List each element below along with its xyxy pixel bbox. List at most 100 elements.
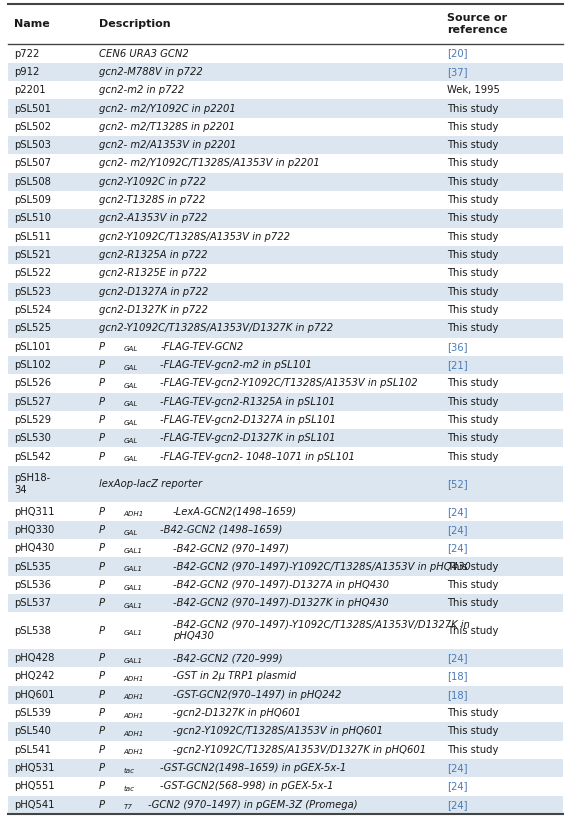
Bar — [8, 264, 563, 282]
Text: pSL536: pSL536 — [14, 580, 51, 590]
Bar — [8, 173, 563, 191]
Text: P: P — [99, 598, 105, 609]
Text: pSL529: pSL529 — [14, 415, 52, 425]
Text: [24]: [24] — [447, 800, 468, 810]
Text: pHQ330: pHQ330 — [14, 525, 54, 535]
Text: GAL: GAL — [123, 456, 138, 462]
Text: ADH1: ADH1 — [123, 712, 144, 719]
Text: GAL: GAL — [123, 346, 138, 353]
Text: This study: This study — [447, 250, 499, 260]
Text: [18]: [18] — [447, 672, 468, 681]
Bar — [8, 521, 563, 539]
Text: -GST-GCN2(568–998) in pGEX-5x-1: -GST-GCN2(568–998) in pGEX-5x-1 — [161, 781, 334, 792]
Text: P: P — [99, 726, 105, 736]
Bar — [8, 465, 563, 502]
Text: GAL: GAL — [123, 402, 138, 407]
Text: gcn2- m2/T1328S in p2201: gcn2- m2/T1328S in p2201 — [99, 122, 235, 132]
Text: P: P — [99, 690, 105, 700]
Text: GAL: GAL — [123, 383, 138, 389]
Bar — [8, 649, 563, 667]
Text: P: P — [99, 379, 105, 389]
Text: pSL538: pSL538 — [14, 626, 51, 636]
Text: pSH18-
34: pSH18- 34 — [14, 474, 50, 495]
Text: [21]: [21] — [447, 360, 468, 370]
Bar — [8, 594, 563, 613]
Text: -FLAG-TEV-gcn2-R1325A in pSL101: -FLAG-TEV-gcn2-R1325A in pSL101 — [161, 397, 336, 407]
Text: -B42-GCN2 (720–999): -B42-GCN2 (720–999) — [173, 654, 282, 663]
Bar — [8, 246, 563, 264]
Text: P: P — [99, 580, 105, 590]
Text: This study: This study — [447, 104, 499, 114]
Bar — [8, 338, 563, 356]
Text: ADH1: ADH1 — [123, 694, 144, 700]
Text: [24]: [24] — [447, 543, 468, 553]
Text: This study: This study — [447, 379, 499, 389]
Text: [24]: [24] — [447, 506, 468, 517]
Text: gcn2-D1327A in p722: gcn2-D1327A in p722 — [99, 287, 208, 297]
Bar — [8, 502, 563, 521]
Text: pHQ531: pHQ531 — [14, 763, 55, 773]
Text: -FLAG-TEV-gcn2-D1327K in pSL101: -FLAG-TEV-gcn2-D1327K in pSL101 — [161, 434, 336, 443]
Text: -B42-GCN2 (970–1497)-Y1092C/T1328S/A1353V/D1327K in
pHQ430: -B42-GCN2 (970–1497)-Y1092C/T1328S/A1353… — [173, 620, 470, 641]
Text: P: P — [99, 342, 105, 352]
Text: This study: This study — [447, 323, 499, 334]
Text: Name: Name — [14, 20, 50, 29]
Text: This study: This study — [447, 140, 499, 151]
Bar — [8, 447, 563, 465]
Text: pHQ601: pHQ601 — [14, 690, 55, 700]
Text: GAL: GAL — [123, 420, 138, 425]
Text: -gcn2-D1327K in pHQ601: -gcn2-D1327K in pHQ601 — [173, 708, 301, 718]
Text: P: P — [99, 525, 105, 535]
Text: pSL522: pSL522 — [14, 268, 52, 278]
Text: pSL511: pSL511 — [14, 231, 52, 242]
Text: pSL526: pSL526 — [14, 379, 52, 389]
Bar — [8, 411, 563, 429]
Bar — [8, 227, 563, 246]
Bar — [8, 429, 563, 447]
Text: P: P — [99, 415, 105, 425]
Text: Wek, 1995: Wek, 1995 — [447, 85, 500, 95]
Text: P: P — [99, 543, 105, 553]
Text: This study: This study — [447, 159, 499, 169]
Text: pHQ428: pHQ428 — [14, 654, 54, 663]
Text: P: P — [99, 744, 105, 755]
Text: gcn2-m2 in p722: gcn2-m2 in p722 — [99, 85, 185, 95]
Text: Description: Description — [99, 20, 171, 29]
Bar — [8, 374, 563, 393]
Text: GAL1: GAL1 — [123, 548, 143, 554]
Text: GAL: GAL — [123, 529, 138, 536]
Bar — [8, 539, 563, 557]
Text: This study: This study — [447, 213, 499, 223]
Text: pSL524: pSL524 — [14, 305, 51, 315]
Bar — [8, 4, 563, 44]
Text: GAL1: GAL1 — [123, 631, 143, 636]
Text: -FLAG-TEV-gcn2-Y1092C/T1328S/A1353V in pSL102: -FLAG-TEV-gcn2-Y1092C/T1328S/A1353V in p… — [161, 379, 418, 389]
Text: pSL502: pSL502 — [14, 122, 51, 132]
Text: -LexA-GCN2(1498–1659): -LexA-GCN2(1498–1659) — [173, 506, 297, 517]
Bar — [8, 704, 563, 722]
Text: p2201: p2201 — [14, 85, 46, 95]
Text: [52]: [52] — [447, 479, 468, 489]
Bar — [8, 667, 563, 685]
Text: P: P — [99, 672, 105, 681]
Bar — [8, 356, 563, 374]
Text: This study: This study — [447, 580, 499, 590]
Text: pHQ430: pHQ430 — [14, 543, 54, 553]
Text: pHQ541: pHQ541 — [14, 800, 55, 810]
Text: pSL541: pSL541 — [14, 744, 51, 755]
Text: This study: This study — [447, 231, 499, 242]
Bar — [8, 99, 563, 118]
Text: This study: This study — [447, 726, 499, 736]
Text: gcn2-Y1092C in p722: gcn2-Y1092C in p722 — [99, 177, 206, 187]
Text: This study: This study — [447, 268, 499, 278]
Text: pSL535: pSL535 — [14, 562, 51, 572]
Text: -FLAG-TEV-gcn2-m2 in pSL101: -FLAG-TEV-gcn2-m2 in pSL101 — [161, 360, 312, 370]
Text: pSL507: pSL507 — [14, 159, 51, 169]
Text: Source or
reference: Source or reference — [447, 13, 508, 35]
Bar — [8, 393, 563, 411]
Text: pSL501: pSL501 — [14, 104, 51, 114]
Bar — [8, 63, 563, 81]
Bar — [8, 557, 563, 576]
Text: gcn2- m2/Y1092C/T1328S/A1353V in p2201: gcn2- m2/Y1092C/T1328S/A1353V in p2201 — [99, 159, 320, 169]
Bar — [8, 685, 563, 704]
